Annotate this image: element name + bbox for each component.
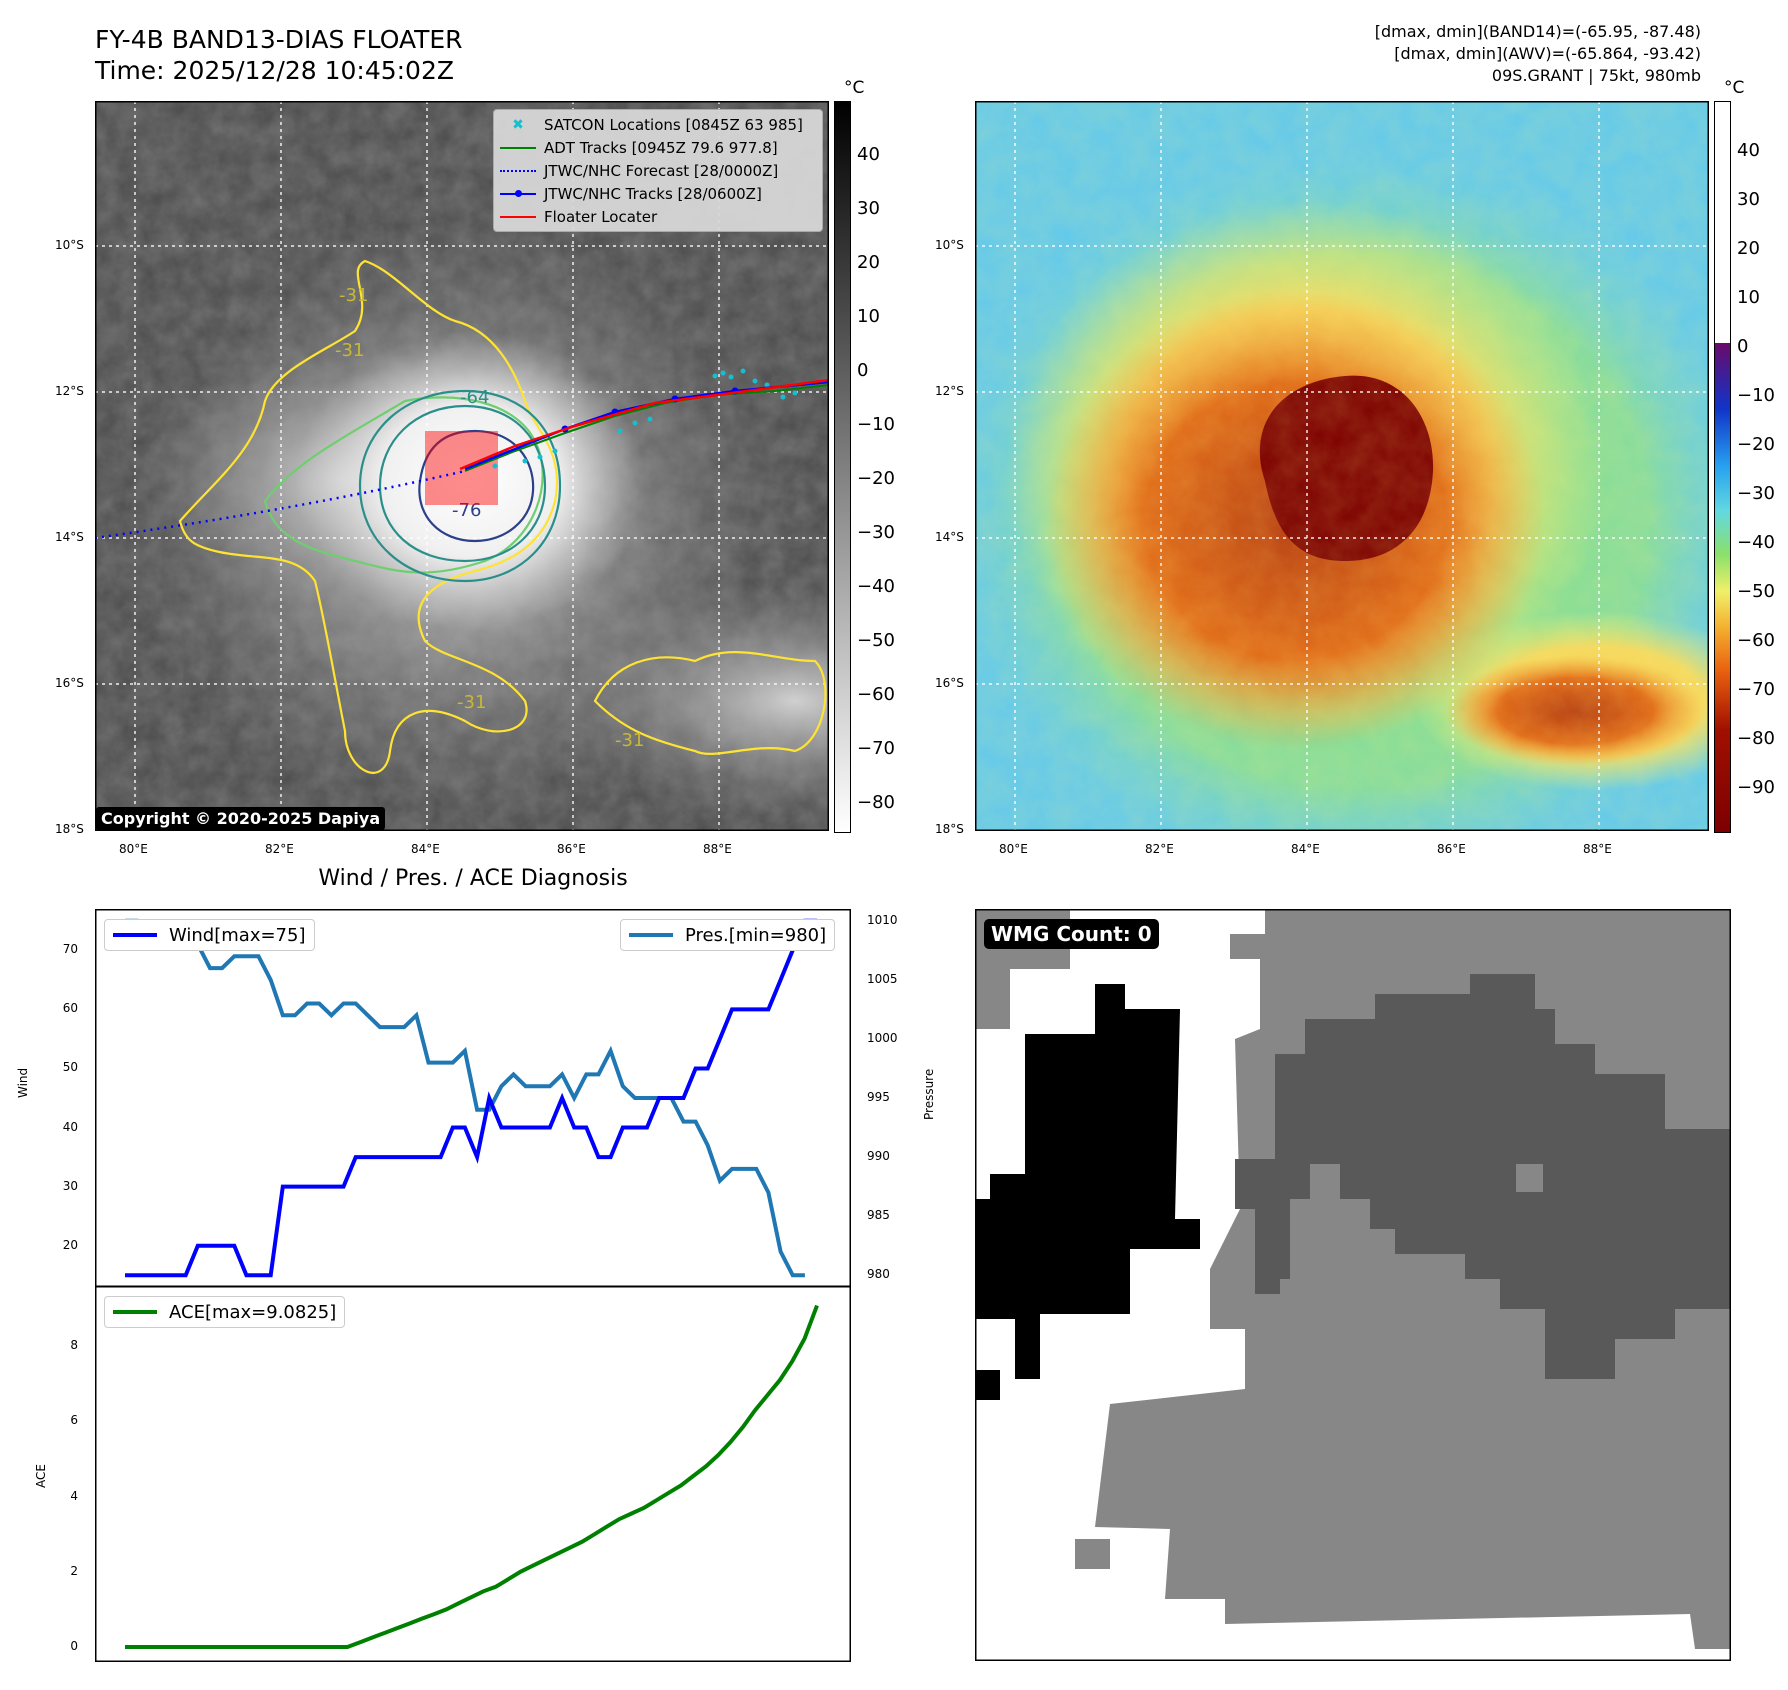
- lat-tick: 12°S: [935, 384, 964, 398]
- lon-tick: 82°E: [1145, 842, 1174, 856]
- line-dot-swatch-icon: [500, 189, 536, 197]
- lon-tick: 88°E: [1583, 842, 1612, 856]
- pressure-axis-label: Pressure: [922, 1068, 936, 1120]
- axis-tick-label: 2: [70, 1563, 78, 1578]
- axis-tick-label: 1000: [867, 1030, 898, 1045]
- wind-legend: Wind[max=75]: [104, 919, 315, 951]
- x-marker-icon: ✖: [512, 116, 524, 133]
- axis-tick-label: 20: [62, 1237, 78, 1252]
- legend-adt: ADT Tracks [0945Z 79.6 977.8]: [494, 136, 822, 159]
- axis-tick-label: 990: [867, 1149, 890, 1164]
- wind-series-line: [125, 918, 817, 1278]
- jtwc-forecast-line: [95, 469, 466, 540]
- contour-label: -31: [457, 692, 486, 713]
- line-swatch-icon: [113, 1310, 157, 1314]
- contour-64-inner: [378, 404, 547, 563]
- lat-tick: 16°S: [935, 676, 964, 690]
- axis-tick-label: 995: [867, 1090, 890, 1104]
- lon-tick: 86°E: [557, 842, 586, 856]
- wmg-panel: [975, 909, 1731, 1661]
- contour-31-south: [593, 651, 827, 755]
- axis-tick-label: 0: [70, 1638, 78, 1653]
- floater-locater-line: [459, 378, 829, 471]
- lon-tick: 80°E: [999, 842, 1028, 856]
- wind-axis-label: Wind: [16, 1067, 30, 1098]
- line-swatch-icon: [500, 215, 536, 218]
- pressure-legend: Pres.[min=980]: [620, 919, 836, 951]
- line-swatch-icon: [113, 933, 157, 937]
- lat-tick: 18°S: [55, 822, 84, 836]
- contour-label: -31: [615, 730, 644, 751]
- contour-76: [418, 429, 535, 543]
- line-swatch-icon: [629, 933, 673, 937]
- satcon-points: [492, 368, 798, 469]
- colorbar-unit: °C: [844, 78, 865, 98]
- ir-color-map: [975, 101, 1709, 831]
- axis-tick-label: 4: [70, 1488, 78, 1503]
- lon-tick: 88°E: [703, 842, 732, 856]
- axis-tick-label: 40: [62, 1119, 78, 1134]
- ace-axis-label: ACE: [34, 1464, 48, 1488]
- map-legend: ✖ SATCON Locations [0845Z 63 985] ADT Tr…: [493, 109, 823, 232]
- axis-tick-label: 985: [867, 1208, 890, 1223]
- wmg-count-badge: WMG Count: 0: [984, 919, 1159, 949]
- line-swatch-icon: [500, 146, 536, 149]
- dotted-line-swatch-icon: [500, 169, 536, 172]
- info-storm: 09S.GRANT | 75kt, 980mb: [1491, 66, 1701, 85]
- axis-tick-label: 980: [867, 1267, 890, 1282]
- lat-tick: 16°S: [55, 676, 84, 690]
- info-band14: [dmax, dmin](BAND14)=(-65.95, -87.48): [1374, 22, 1701, 41]
- diagnosis-title: Wind / Pres. / ACE Diagnosis: [318, 866, 628, 891]
- ace-chart: [95, 1286, 851, 1662]
- info-awv: [dmax, dmin](AWV)=(-65.864, -93.42): [1394, 44, 1701, 63]
- lat-tick: 14°S: [55, 530, 84, 544]
- axis-tick-label: 1010: [867, 912, 898, 927]
- axis-tick-label: 1005: [867, 971, 898, 986]
- contour-label: -76: [452, 500, 481, 521]
- contour-label: -31: [339, 285, 368, 306]
- axis-tick-label: 8: [70, 1338, 78, 1353]
- colorbar-unit: °C: [1724, 78, 1745, 98]
- lat-tick: 14°S: [935, 530, 964, 544]
- lon-tick: 86°E: [1437, 842, 1466, 856]
- map-time: Time: 2025/12/28 10:45:02Z: [95, 56, 454, 85]
- map-title: FY-4B BAND13-DIAS FLOATER: [95, 25, 463, 54]
- lon-tick: 84°E: [411, 842, 440, 856]
- legend-forecast: JTWC/NHC Forecast [28/0000Z]: [494, 159, 822, 182]
- contour-label: -31: [335, 340, 364, 361]
- legend-floater: Floater Locater: [494, 205, 822, 228]
- lon-tick: 80°E: [119, 842, 148, 856]
- lon-tick: 82°E: [265, 842, 294, 856]
- legend-jtwc-tracks: JTWC/NHC Tracks [28/0600Z]: [494, 182, 822, 205]
- color-colorbar: [1714, 101, 1731, 833]
- lat-tick: 18°S: [935, 822, 964, 836]
- copyright-badge: Copyright © 2020-2025 Dapiya: [96, 807, 386, 830]
- axis-tick-label: 6: [70, 1413, 78, 1428]
- wind-pressure-chart: [95, 909, 851, 1287]
- lat-tick: 10°S: [55, 238, 84, 252]
- axis-tick-label: 60: [62, 1001, 78, 1016]
- adt-track: [464, 384, 829, 472]
- axis-tick-label: 70: [62, 942, 78, 957]
- contour-label: -64: [460, 387, 489, 408]
- lon-tick: 84°E: [1291, 842, 1320, 856]
- grayscale-colorbar: [834, 101, 851, 833]
- lat-tick: 12°S: [55, 384, 84, 398]
- axis-tick-label: 30: [62, 1178, 78, 1193]
- ace-legend: ACE[max=9.0825]: [104, 1296, 346, 1328]
- contour-64: [358, 389, 562, 583]
- contour-green: [263, 396, 544, 574]
- ace-series-line: [125, 1304, 819, 1649]
- lat-tick: 10°S: [935, 238, 964, 252]
- axis-tick-label: 50: [62, 1060, 78, 1075]
- pressure-series-line: [125, 918, 805, 1278]
- contour-31-main: [178, 259, 558, 774]
- legend-satcon: ✖ SATCON Locations [0845Z 63 985]: [494, 113, 822, 136]
